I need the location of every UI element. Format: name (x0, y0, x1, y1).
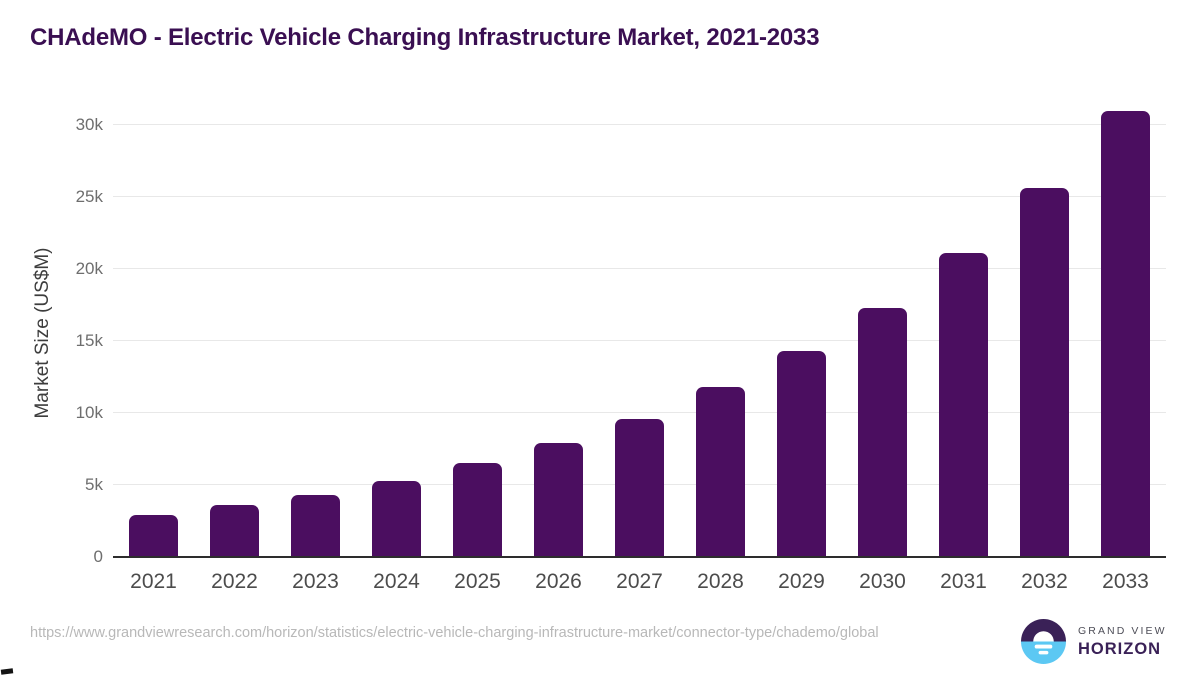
bar-2030 (858, 307, 907, 557)
bar-2022 (210, 505, 259, 557)
y-tick-label-15k: 15k (75, 331, 103, 350)
brand-name-bottom: HORIZON (1078, 639, 1162, 658)
y-tick-label-5k: 5k (85, 475, 103, 494)
bar-2032 (1020, 188, 1069, 557)
x-axis-label-2031: 2031 (940, 570, 987, 593)
y-tick-label-0: 0 (93, 547, 103, 566)
x-axis-line (113, 556, 1166, 558)
bar-2031 (939, 253, 988, 557)
plot-area: 2021 2022 2023 2024 2025 2026 2027 2028 2029 2030… (113, 98, 1166, 593)
x-axis-label-2033: 2033 (1102, 570, 1149, 593)
brand-name: GRAND VIEW HORIZON (1078, 625, 1167, 659)
x-axis-label-2032: 2032 (1021, 570, 1068, 593)
brand-name-top: GRAND VIEW (1078, 624, 1167, 637)
x-axis-label-2028: 2028 (697, 570, 744, 593)
y-tick-label-10k: 10k (75, 403, 103, 422)
bar-2029 (777, 351, 826, 557)
x-axis-label-2024: 2024 (373, 570, 420, 593)
source-url: https://www.grandviewresearch.com/horizo… (30, 625, 879, 641)
gridline-10k (113, 412, 1166, 413)
chart-title: CHAdeMO - Electric Vehicle Charging Infr… (30, 24, 820, 51)
bar-2028 (696, 387, 745, 557)
corner-artifact (0, 668, 14, 675)
horizon-sun-icon (1020, 618, 1067, 665)
gridline-20k (113, 268, 1166, 269)
bar-2021 (129, 515, 178, 557)
x-axis-label-2026: 2026 (535, 570, 582, 593)
x-axis-label-2022: 2022 (211, 570, 258, 593)
x-axis-label-2027: 2027 (616, 570, 663, 593)
bar-2025 (453, 463, 502, 557)
brand-logo: GRAND VIEW HORIZON (1020, 618, 1167, 665)
x-axis-label-2023: 2023 (292, 570, 339, 593)
y-axis-tick-labels: 0 5k 10k 15k 20k 25k 30k (0, 98, 103, 566)
bar-2027 (615, 418, 664, 557)
gridline-25k (113, 196, 1166, 197)
gridline-30k (113, 124, 1166, 125)
x-axis-label-2025: 2025 (454, 570, 501, 593)
y-tick-label-25k: 25k (75, 187, 103, 206)
x-axis-label-2030: 2030 (859, 570, 906, 593)
bar-2033 (1101, 110, 1150, 557)
x-axis-label-2021: 2021 (130, 570, 177, 593)
bar-2023 (291, 495, 340, 557)
bar-2024 (372, 480, 421, 557)
y-tick-label-30k: 30k (75, 115, 103, 134)
y-tick-label-20k: 20k (75, 259, 103, 278)
gridline-15k (113, 340, 1166, 341)
x-axis-label-2029: 2029 (778, 570, 825, 593)
bar-2026 (534, 443, 583, 557)
